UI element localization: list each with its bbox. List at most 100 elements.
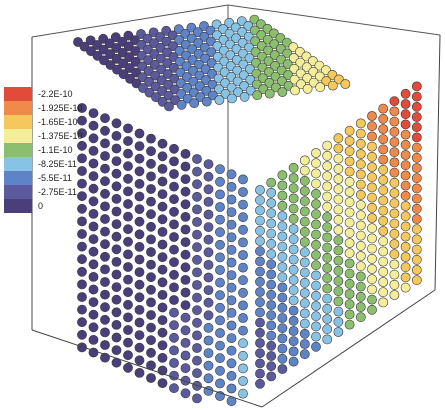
atom — [111, 168, 122, 179]
atom — [266, 330, 277, 341]
atom — [411, 224, 422, 235]
atom — [252, 90, 263, 101]
atom — [255, 358, 265, 369]
atom — [333, 174, 344, 184]
atom — [355, 189, 366, 200]
atom — [88, 133, 99, 144]
atom — [192, 380, 202, 391]
atom — [389, 208, 400, 219]
atom — [238, 325, 248, 336]
atom — [355, 179, 366, 190]
atom — [400, 160, 411, 171]
atom — [134, 355, 145, 366]
atom — [367, 162, 377, 172]
atom — [146, 171, 156, 182]
atom — [100, 289, 110, 300]
atom — [134, 191, 145, 202]
atom — [255, 266, 265, 277]
atom — [134, 342, 145, 353]
atom — [192, 305, 202, 316]
atom — [189, 98, 200, 109]
atom — [411, 173, 422, 184]
atom — [227, 93, 237, 104]
atom — [255, 236, 265, 246]
atom — [322, 303, 333, 314]
atom — [180, 325, 191, 336]
atom — [214, 95, 225, 105]
atom — [333, 194, 344, 205]
atom — [333, 286, 344, 297]
atom — [169, 206, 179, 217]
atom — [344, 319, 355, 330]
atom — [180, 363, 191, 373]
atom — [215, 176, 225, 187]
atom — [411, 265, 422, 275]
atom — [88, 158, 99, 169]
legend-label: 0 — [38, 201, 44, 211]
atom — [134, 216, 145, 227]
atom — [146, 184, 156, 194]
atom — [367, 243, 377, 254]
atom — [134, 178, 145, 189]
atom — [77, 266, 87, 277]
atom — [226, 194, 237, 205]
atom — [355, 159, 366, 170]
atom — [226, 244, 237, 255]
atom — [157, 340, 168, 351]
atom — [192, 280, 202, 290]
legend-label: -1.375E-10 — [38, 131, 83, 141]
atom — [215, 290, 225, 301]
atom — [77, 115, 87, 126]
atom — [266, 249, 277, 259]
atom — [203, 247, 214, 258]
atom — [322, 252, 333, 263]
atom — [134, 267, 145, 277]
atom — [255, 338, 265, 348]
atom — [169, 257, 179, 268]
atom — [277, 302, 288, 313]
atom — [157, 176, 168, 187]
atom — [146, 335, 156, 346]
atom — [288, 305, 299, 316]
atom — [299, 298, 310, 309]
atom — [311, 158, 321, 169]
atom — [333, 276, 344, 286]
atom — [389, 188, 400, 198]
atom — [100, 314, 110, 325]
atom — [389, 269, 400, 280]
atom — [100, 327, 110, 338]
atom — [411, 214, 422, 224]
atom — [77, 128, 87, 139]
atom — [111, 118, 122, 129]
atom — [327, 80, 338, 91]
atom — [355, 169, 366, 180]
atom — [266, 187, 277, 198]
atom — [180, 237, 191, 247]
atom — [134, 166, 145, 177]
atom — [311, 219, 321, 230]
atom — [123, 337, 133, 348]
atom — [180, 186, 191, 197]
atom — [378, 246, 389, 257]
atom — [180, 199, 191, 210]
atom — [288, 213, 299, 224]
atom — [322, 314, 333, 324]
atom — [134, 304, 145, 315]
atom — [400, 109, 411, 120]
atom — [333, 265, 344, 276]
atom — [100, 251, 110, 262]
atom — [400, 150, 411, 160]
atom — [111, 282, 122, 292]
atom — [77, 292, 87, 302]
atom — [157, 289, 168, 300]
atom — [355, 281, 366, 292]
atom — [322, 140, 333, 151]
atom — [378, 256, 389, 267]
atom — [378, 103, 389, 114]
atom — [123, 350, 133, 361]
atom — [311, 188, 321, 199]
atom — [215, 340, 225, 351]
atom — [411, 132, 422, 143]
atom — [238, 250, 248, 260]
atom — [288, 275, 299, 285]
